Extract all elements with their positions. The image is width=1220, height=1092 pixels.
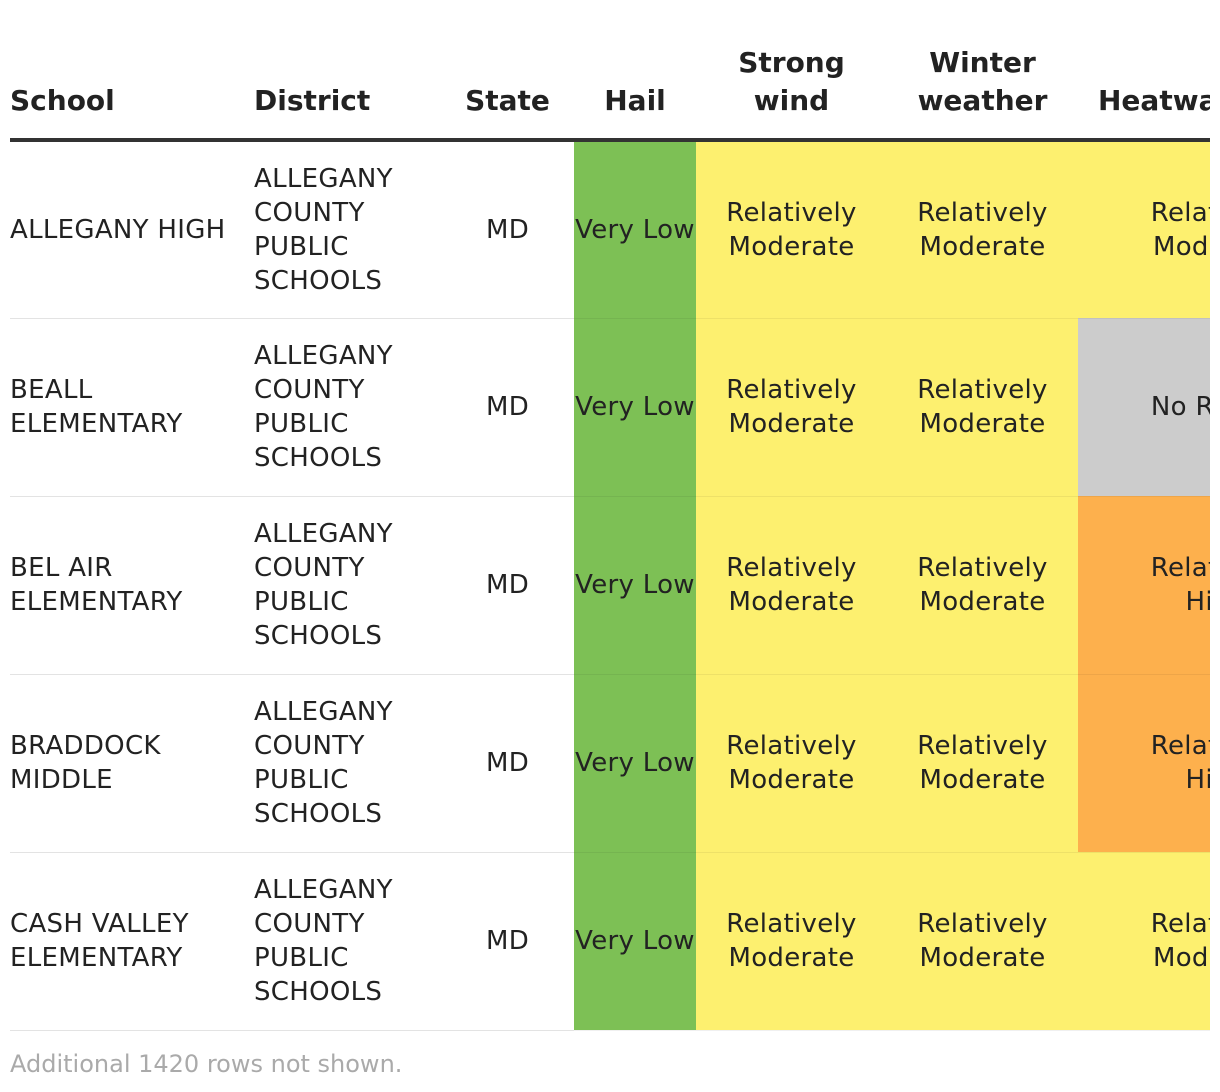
district-cell: ALLEGANY COUNTY PUBLIC SCHOOLS bbox=[254, 140, 441, 319]
district-cell: ALLEGANY COUNTY PUBLIC SCHOOLS bbox=[254, 852, 441, 1031]
table-row: ALLEGANY HIGH ALLEGANY COUNTY PUBLIC SCHO… bbox=[10, 140, 1210, 319]
state-cell: MD bbox=[441, 318, 574, 497]
winter-weather-rating-cell: Relatively Moderate bbox=[887, 674, 1078, 853]
winter-weather-rating-cell: Relatively Moderate bbox=[887, 852, 1078, 1031]
strong-wind-rating-cell: Relatively Moderate bbox=[696, 852, 887, 1031]
school-cell: BRADDOCK MIDDLE bbox=[10, 674, 254, 853]
column-header-hail[interactable]: Hail bbox=[574, 0, 696, 142]
column-header-state[interactable]: State bbox=[441, 0, 574, 142]
winter-weather-rating-cell: Relatively Moderate bbox=[887, 318, 1078, 497]
school-cell: BEL AIR ELEMENTARY bbox=[10, 496, 254, 675]
strong-wind-rating-cell: Relatively Moderate bbox=[696, 140, 887, 319]
school-cell: ALLEGANY HIGH bbox=[10, 140, 254, 319]
state-cell: MD bbox=[441, 852, 574, 1031]
table-row: CASH VALLEY ELEMENTARY ALLEGANY COUNTY PU… bbox=[10, 852, 1210, 1031]
district-cell: ALLEGANY COUNTY PUBLIC SCHOOLS bbox=[254, 496, 441, 675]
state-cell: MD bbox=[441, 140, 574, 319]
winter-weather-rating-cell: Relatively Moderate bbox=[887, 496, 1078, 675]
column-header-heatwave[interactable]: Heatwave bbox=[1078, 0, 1210, 142]
hail-rating-cell: Very Low bbox=[574, 318, 696, 497]
table-row: BEL AIR ELEMENTARY ALLEGANY COUNTY PUBLIC… bbox=[10, 496, 1210, 675]
state-cell: MD bbox=[441, 496, 574, 675]
heatwave-rating-cell: Relatively Moderate bbox=[1078, 852, 1210, 1031]
table-header: School District State Hail Strong wind W… bbox=[10, 0, 1210, 142]
heatwave-rating-cell: Relatively Moderate bbox=[1078, 140, 1210, 319]
hail-rating-cell: Very Low bbox=[574, 140, 696, 319]
table-body: ALLEGANY HIGH ALLEGANY COUNTY PUBLIC SCHO… bbox=[10, 140, 1210, 1031]
heatwave-rating-cell: Relatively High bbox=[1078, 674, 1210, 853]
school-cell: BEALL ELEMENTARY bbox=[10, 318, 254, 497]
column-header-strong-wind[interactable]: Strong wind bbox=[696, 0, 887, 142]
hail-rating-cell: Very Low bbox=[574, 674, 696, 853]
heatwave-rating-cell: No Rating bbox=[1078, 318, 1210, 497]
hail-rating-cell: Very Low bbox=[574, 496, 696, 675]
hail-rating-cell: Very Low bbox=[574, 852, 696, 1031]
column-header-district[interactable]: District bbox=[254, 0, 441, 142]
district-cell: ALLEGANY COUNTY PUBLIC SCHOOLS bbox=[254, 674, 441, 853]
table-row: BEALL ELEMENTARY ALLEGANY COUNTY PUBLIC S… bbox=[10, 318, 1210, 497]
heatwave-rating-cell: Relatively High bbox=[1078, 496, 1210, 675]
school-risk-table: School District State Hail Strong wind W… bbox=[10, 0, 1210, 1031]
strong-wind-rating-cell: Relatively Moderate bbox=[696, 496, 887, 675]
school-cell: CASH VALLEY ELEMENTARY bbox=[10, 852, 254, 1031]
rows-not-shown-note: Additional 1420 rows not shown. bbox=[10, 1050, 403, 1078]
strong-wind-rating-cell: Relatively Moderate bbox=[696, 318, 887, 497]
table-row: BRADDOCK MIDDLE ALLEGANY COUNTY PUBLIC SC… bbox=[10, 674, 1210, 853]
header-row: School District State Hail Strong wind W… bbox=[10, 0, 1210, 142]
column-header-school[interactable]: School bbox=[10, 0, 254, 142]
risk-table-container: School District State Hail Strong wind W… bbox=[10, 0, 1210, 1040]
winter-weather-rating-cell: Relatively Moderate bbox=[887, 140, 1078, 319]
district-cell: ALLEGANY COUNTY PUBLIC SCHOOLS bbox=[254, 318, 441, 497]
state-cell: MD bbox=[441, 674, 574, 853]
column-header-winter-weather[interactable]: Winter weather bbox=[887, 0, 1078, 142]
strong-wind-rating-cell: Relatively Moderate bbox=[696, 674, 887, 853]
